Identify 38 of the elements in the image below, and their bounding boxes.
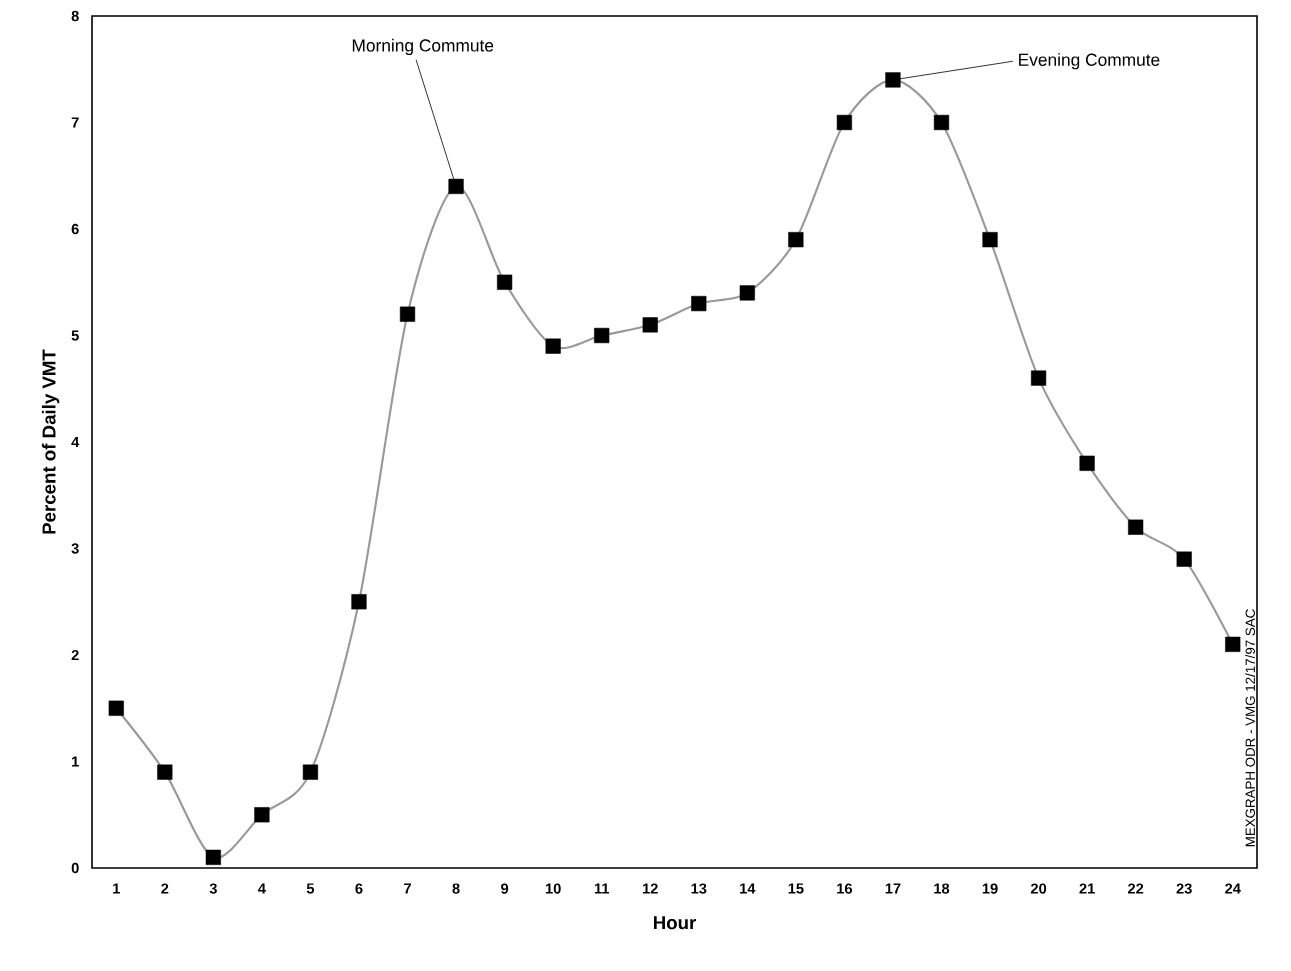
y-tick-label: 0 xyxy=(71,862,79,874)
x-tick-label: 16 xyxy=(837,883,853,894)
x-tick-label: 2 xyxy=(161,883,169,894)
x-tick-label: 6 xyxy=(355,883,363,894)
x-tick-label: 14 xyxy=(740,883,756,894)
x-tick-label: 10 xyxy=(545,883,561,894)
x-axis-title: Hour xyxy=(653,916,697,930)
x-tick-label: 7 xyxy=(404,883,411,894)
y-tick-label: 5 xyxy=(71,330,79,341)
x-tick-label: 11 xyxy=(594,883,610,894)
annotation: MEXGRAPH ODR - VMG 12/17/97 SAC xyxy=(1245,609,1255,847)
y-tick-label: 8 xyxy=(71,10,79,22)
y-tick-label: 3 xyxy=(71,543,79,554)
y-tick-label: 6 xyxy=(71,223,79,235)
y-tick-label: 4 xyxy=(71,436,80,448)
x-tick-label: 9 xyxy=(501,883,509,894)
x-tick-label: 22 xyxy=(1128,883,1144,894)
annotation: Morning Commute xyxy=(352,38,494,56)
x-tick-label: 24 xyxy=(1225,883,1241,894)
x-tick-label: 20 xyxy=(1030,883,1047,894)
x-tick-label: 17 xyxy=(885,883,901,894)
x-tick-label: 23 xyxy=(1176,883,1192,894)
x-tick-label: 3 xyxy=(209,883,217,894)
x-tick-label: 1 xyxy=(113,883,120,894)
x-tick-label: 18 xyxy=(934,883,950,894)
x-tick-label: 4 xyxy=(258,883,266,894)
x-tick-label: 8 xyxy=(452,883,460,894)
y-tick-label: 1 xyxy=(72,756,79,767)
y-axis-title: Percent of Daily VMT xyxy=(41,349,60,534)
annotation: Evening Commute xyxy=(1019,53,1160,70)
x-tick-label: 19 xyxy=(982,883,998,894)
x-tick-label: 21 xyxy=(1079,883,1095,894)
x-tick-label: 15 xyxy=(788,883,804,894)
x-tick-label: 13 xyxy=(691,883,707,894)
x-tick-label: 5 xyxy=(306,883,315,894)
y-tick-label: 7 xyxy=(71,117,79,128)
x-tick-label: 12 xyxy=(643,883,658,894)
y-tick-label: 2 xyxy=(71,649,79,661)
